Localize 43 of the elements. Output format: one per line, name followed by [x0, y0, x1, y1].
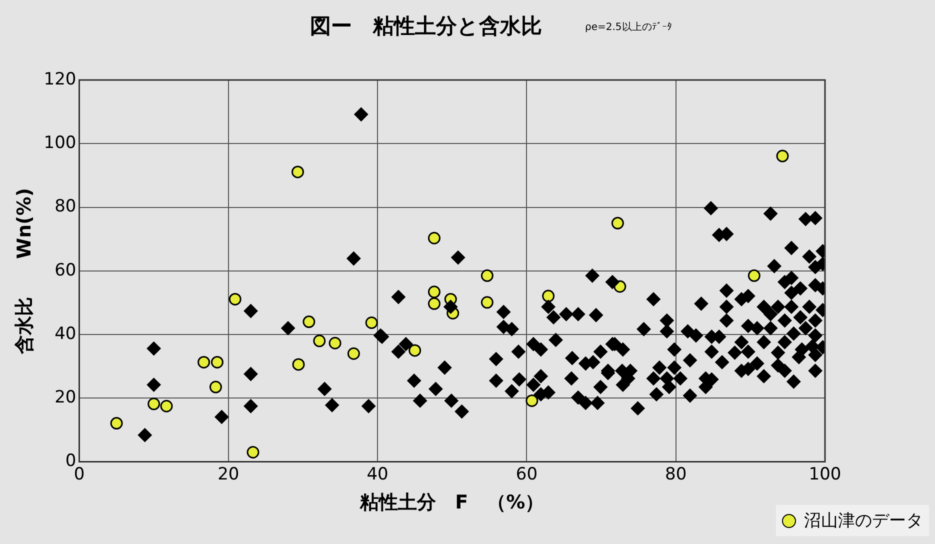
point	[428, 286, 440, 298]
point	[480, 296, 494, 309]
point	[148, 398, 160, 410]
y-tick-label: 120	[44, 69, 76, 90]
y-tick-label: 100	[44, 133, 76, 154]
point	[365, 316, 378, 330]
x-tick-label: 20	[218, 464, 240, 484]
point	[209, 380, 222, 394]
point	[526, 394, 538, 407]
point	[302, 316, 316, 328]
point	[748, 269, 760, 282]
point	[313, 334, 326, 348]
point	[428, 232, 440, 244]
point	[246, 446, 260, 459]
x-tick-label: 80	[665, 464, 687, 484]
point	[347, 347, 360, 360]
point	[542, 290, 555, 302]
y-tick-label: 40	[54, 324, 76, 344]
point	[292, 166, 304, 178]
x-axis-title: 粘性土分 F （%）	[359, 492, 544, 514]
point	[611, 216, 624, 230]
y-tick-label: 80	[54, 196, 76, 217]
point	[160, 400, 173, 412]
point	[198, 356, 210, 368]
point	[328, 336, 342, 350]
point	[228, 292, 242, 306]
point	[110, 417, 123, 430]
x-tick-label: 60	[516, 464, 538, 484]
x-tick-label: 100	[808, 464, 842, 484]
point	[480, 269, 494, 282]
legend-label: 沼山津のデータ	[804, 510, 923, 532]
point	[292, 358, 305, 371]
point	[408, 344, 422, 357]
x-tick-label: 40	[366, 464, 388, 484]
point	[210, 356, 224, 368]
y-axis-title: 含水比 Wn(%)	[13, 188, 36, 355]
point	[776, 150, 789, 162]
y-tick-label: 0	[65, 451, 76, 472]
y-tick-label: 60	[54, 260, 76, 280]
y-tick-label: 20	[54, 388, 76, 408]
point	[428, 297, 440, 310]
chart-subtitle: ρe=2.5以上のﾃﾞｰﾀ	[585, 20, 672, 34]
chart-title: 図ー 粘性土分と含水比	[310, 13, 542, 40]
